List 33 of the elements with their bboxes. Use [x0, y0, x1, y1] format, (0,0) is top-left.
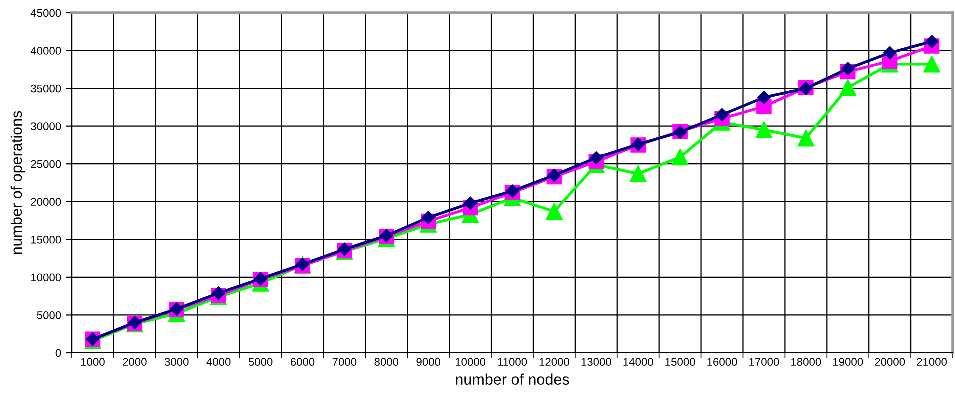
x-tick-label: 12000 [540, 358, 570, 366]
x-tick-label: 4000 [206, 358, 231, 366]
x-tick-label: 14000 [624, 358, 654, 366]
y-tick-label: 10000 [32, 274, 62, 282]
x-tick-label: 20000 [875, 358, 906, 366]
x-tick-label: 10000 [456, 358, 486, 366]
x-tick-label: 11000 [498, 358, 528, 366]
x-tick-label: 13000 [582, 358, 612, 366]
y-tick-label: 25000 [31, 160, 62, 168]
x-tick-label: 19000 [834, 358, 864, 366]
y-tick-label: 20000 [31, 198, 62, 206]
x-tick-label: 1000 [81, 358, 105, 366]
x-tick-label: 5000 [248, 358, 273, 366]
x-tick-label: 2000 [123, 358, 147, 366]
x-tick-label: 15000 [666, 358, 696, 366]
y-axis-title: number of operations [10, 111, 26, 254]
x-tick-label: 9000 [416, 358, 441, 366]
x-axis-title: number of nodes [456, 374, 570, 385]
x-tick-label: 16000 [708, 358, 738, 366]
x-tick-label: 18000 [792, 358, 822, 366]
x-tick-label: 6000 [290, 358, 315, 366]
y-tick-label: 0 [56, 349, 62, 358]
x-tick-label: 21000 [917, 358, 948, 366]
x-tick-label: 7000 [332, 358, 357, 366]
y-tick-label: 30000 [31, 122, 62, 130]
y-tick-label: 15000 [32, 236, 62, 244]
x-tick-label: 3000 [164, 358, 189, 366]
y-tick-label: 40000 [30, 47, 62, 55]
y-tick-label: 5000 [37, 311, 62, 320]
x-tick-label: 8000 [374, 358, 399, 366]
y-tick-label: 35000 [31, 84, 62, 93]
x-tick-label: 17000 [750, 358, 780, 366]
y-tick-label: 45000 [30, 9, 62, 18]
